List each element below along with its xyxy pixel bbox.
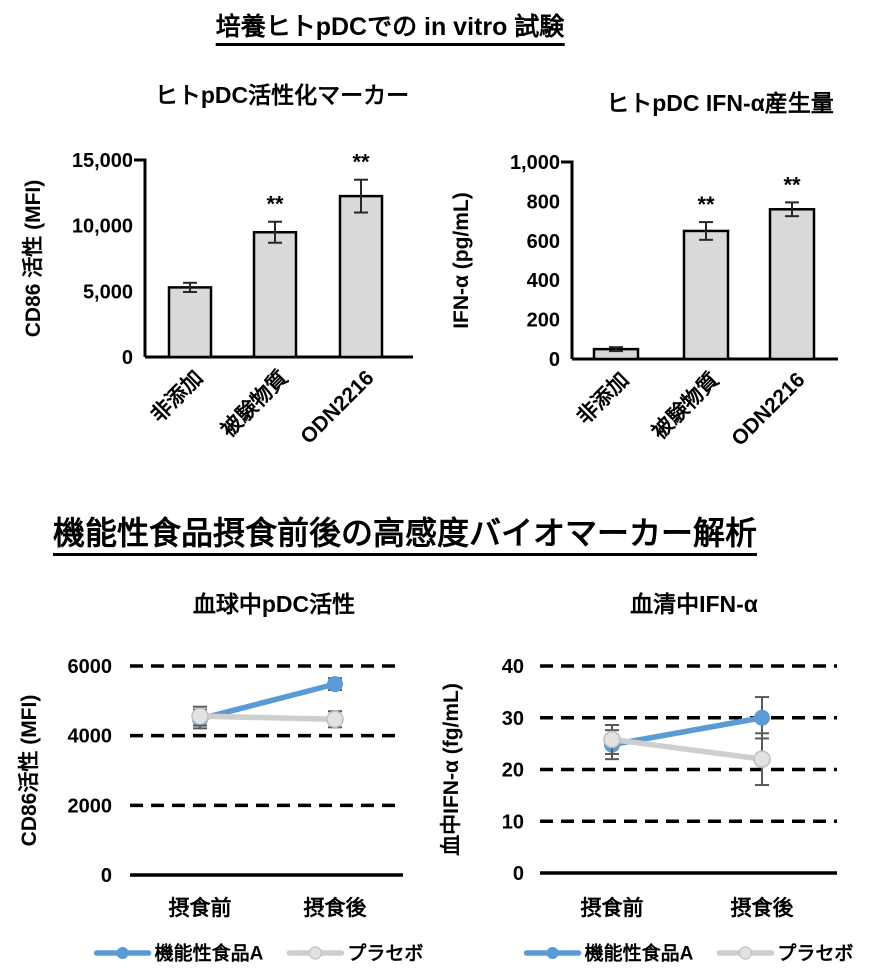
y-axis-label: CD86 活性 (MFI) [21, 180, 45, 338]
y-tick-label: 5,000 [83, 281, 133, 303]
y-tick-label: 0 [101, 865, 112, 887]
x-category-label: 被験物質 [216, 366, 292, 442]
legend-marker [308, 946, 322, 960]
section1-title: 培養ヒトpDCでの in vitro 試験 [215, 12, 565, 46]
x-category-label: 被験物質 [647, 368, 723, 444]
y-tick-label: 0 [513, 863, 524, 885]
significance-marker: ** [266, 192, 284, 217]
significance-marker: ** [352, 150, 370, 175]
bar-chart-ifn-alpha-production: 0 200 400 600 800 1,000 IFN-α (pg/mL) 非添加 ** 被験物質… [450, 152, 838, 451]
series-line-2 [609, 736, 765, 762]
section2-title: 機能性食品摂食前後の高感度バイオマーカー解析 [52, 514, 758, 556]
series-line-1 [197, 681, 338, 722]
legend-label: 機能性食品A [155, 942, 264, 965]
y-tick-label: 4000 [68, 726, 113, 748]
bar-1 [167, 286, 213, 359]
y-tick-label: 400 [527, 270, 560, 292]
series-line-2 [197, 713, 338, 723]
y-tick-label: 15,000 [72, 150, 133, 172]
section2-title-text: 機能性食品摂食前後の高感度バイオマーカー解析 [52, 515, 758, 556]
legend-label: プラセボ [777, 942, 853, 965]
significance-marker: ** [697, 192, 715, 217]
legend-marker [738, 946, 752, 960]
y-tick-label: 600 [527, 231, 560, 253]
y-tick-label: 0 [549, 349, 560, 371]
y-tick-label: 1,000 [510, 152, 560, 174]
chart-title-blood-pdc: 血球中pDC活性 [192, 591, 356, 617]
data-point-marker [603, 730, 621, 749]
section1-title-text: 培養ヒトpDCでの in vitro 試験 [215, 13, 565, 46]
legend-label: プラセボ [347, 942, 423, 965]
y-tick-label: 20 [502, 760, 524, 782]
bar-chart-pdc-activation-marker: 0 5,000 10,000 15,000 CD86 活性 (MFI) 非添加 ** 被験物質… [21, 150, 413, 449]
legend-label: 機能性食品A [585, 942, 694, 965]
y-tick-label: 0 [122, 347, 133, 369]
y-tick-label: 10,000 [72, 216, 133, 238]
x-category-label: 摂食前 [169, 896, 232, 920]
y-tick-label: 6000 [68, 656, 113, 678]
bar-3 [768, 208, 816, 361]
x-category-label: 摂食前 [581, 896, 644, 920]
y-tick-label: 30 [502, 708, 524, 730]
bar-3 [338, 194, 384, 359]
bar-2 [682, 229, 730, 361]
x-category-label: 非添加 [573, 368, 634, 429]
y-tick-label: 200 [527, 310, 560, 332]
data-point-marker [327, 676, 343, 693]
data-point-marker [326, 710, 344, 729]
y-tick-label: 800 [527, 191, 560, 213]
data-point-marker [753, 750, 771, 768]
legend-marker [116, 947, 129, 959]
chart-title-serum-ifn: 血清中IFN-α [630, 591, 758, 617]
x-category-label: 非添加 [147, 366, 208, 427]
y-tick-label: 10 [502, 811, 524, 833]
y-axis-label: CD86活性 (MFI) [17, 695, 41, 847]
y-tick-label: 40 [502, 656, 524, 678]
legend-marker [546, 947, 559, 959]
chart-title-pdc-activation: ヒトpDC活性化マーカー [154, 82, 410, 108]
chart-title-ifn-production: ヒトpDC IFN-α産生量 [606, 90, 834, 116]
x-category-label: ODN2216 [727, 368, 809, 450]
data-point-marker [754, 709, 770, 726]
x-category-label: 摂食後 [304, 896, 368, 920]
data-point-marker [191, 707, 209, 725]
x-category-label: ODN2216 [296, 366, 378, 448]
y-tick-label: 2000 [68, 795, 113, 817]
bar-2 [252, 230, 298, 359]
y-axis-label: 血中IFN-α (fg/mL) [439, 683, 463, 856]
significance-marker: ** [783, 172, 801, 197]
x-category-label: 摂食後 [731, 896, 795, 920]
y-axis-label: IFN-α (pg/mL) [450, 192, 473, 329]
